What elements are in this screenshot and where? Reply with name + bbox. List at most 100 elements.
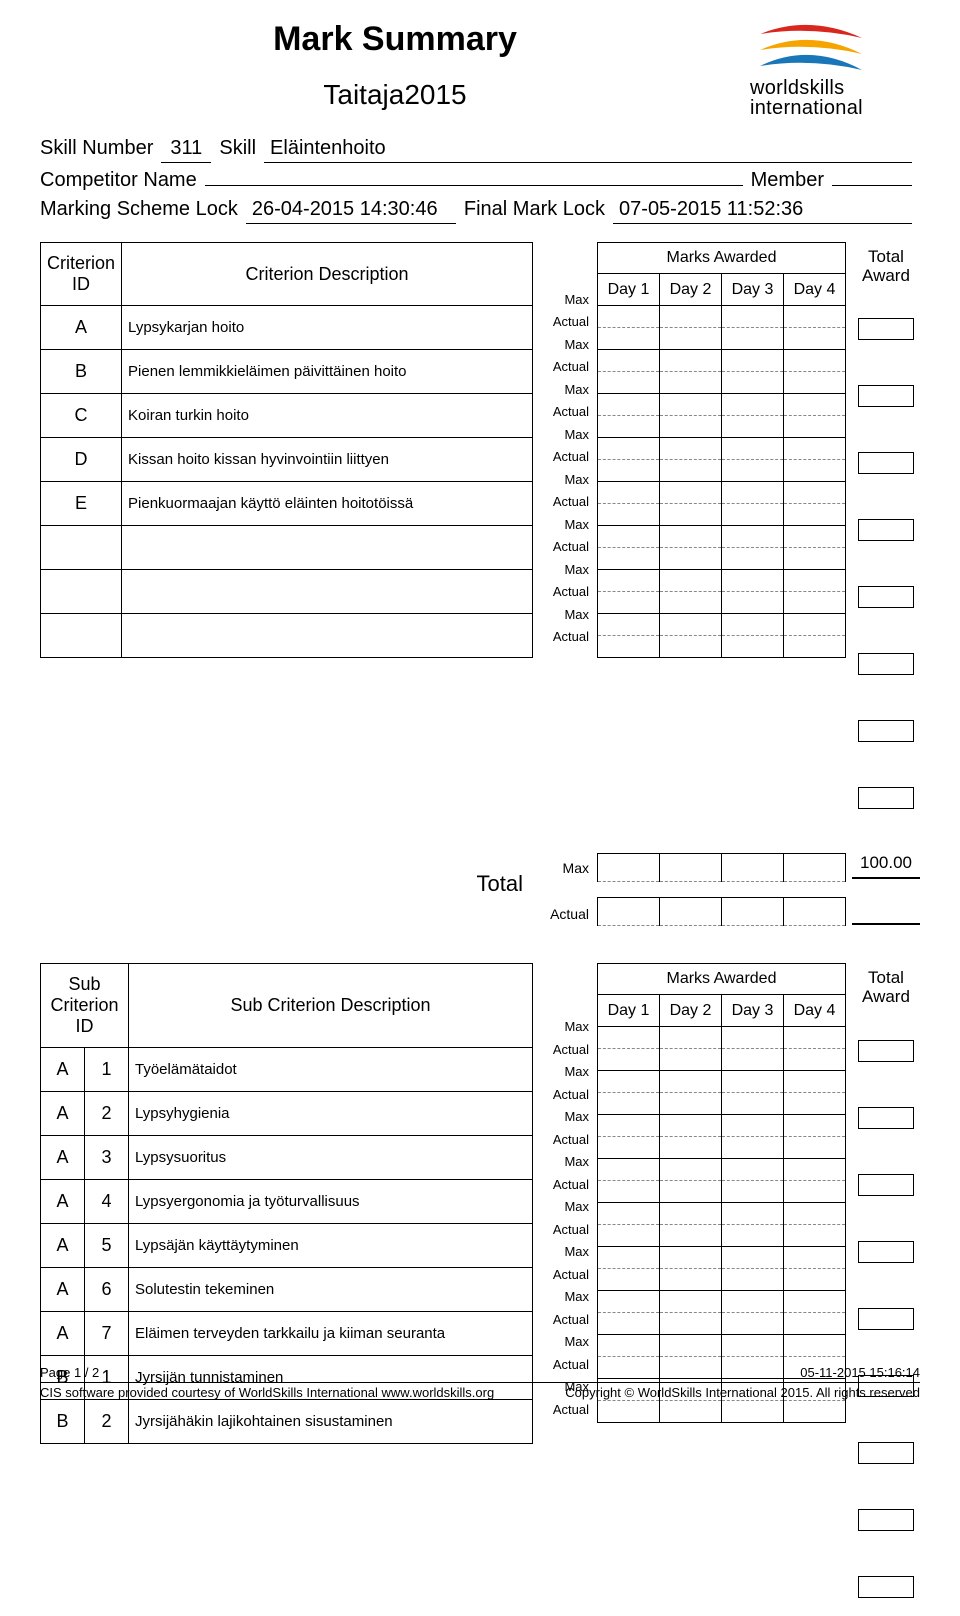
award-box — [858, 1308, 914, 1330]
award-box — [858, 1576, 914, 1598]
actual-label: Actual — [539, 1173, 591, 1196]
actual-label: Actual — [539, 446, 591, 469]
criterion-row: BPienen lemmikkieläimen päivittäinen hoi… — [41, 350, 533, 394]
sub-criterion-row: A7Eläimen terveyden tarkkailu ja kiiman … — [41, 1312, 533, 1356]
criterion-desc: Kissan hoito kissan hyvinvointiin liitty… — [122, 438, 533, 482]
competitor-line: Competitor Name Member — [40, 169, 920, 192]
sub-criterion-row: A6Solutestin tekeminen — [41, 1268, 533, 1312]
criterion-row — [41, 570, 533, 614]
criterion-row: EPienkuormaajan käyttö eläinten hoitotöi… — [41, 482, 533, 526]
actual-label: Actual — [539, 356, 591, 379]
sub-criterion-number: 3 — [85, 1136, 129, 1180]
member-label: Member — [751, 169, 824, 192]
max-label: Max — [539, 1330, 591, 1353]
sub-criterion-row: A3Lypsysuoritus — [41, 1136, 533, 1180]
sub-criterion-id-header: Sub Criterion ID — [41, 964, 129, 1048]
award-box — [858, 1107, 914, 1129]
award-box — [858, 1509, 914, 1531]
sub-criterion-letter: B — [41, 1400, 85, 1444]
marking-lock-value: 26-04-2015 14:30:46 — [246, 198, 456, 224]
competitor-name-label: Competitor Name — [40, 169, 197, 192]
max-label: Max — [539, 468, 591, 491]
sub-criterion-desc-header: Sub Criterion Description — [129, 964, 533, 1048]
total-actual-label: Actual — [539, 899, 591, 929]
sub-criterion-letter: A — [41, 1136, 85, 1180]
skill-number-label: Skill Number — [40, 137, 153, 160]
sub-criterion-desc: Lypsyhygienia — [129, 1092, 533, 1136]
sub-criterion-desc: Lypsyergonomia ja työturvallisuus — [129, 1180, 533, 1224]
criterion-desc: Pienen lemmikkieläimen päivittäinen hoit… — [122, 350, 533, 394]
actual-label: Actual — [539, 626, 591, 649]
award-box — [858, 519, 914, 541]
day-header: Day 2 — [660, 274, 722, 306]
total-actual-value — [852, 905, 920, 925]
sub-marks-awarded-table: Marks Awarded Day 1Day 2Day 3Day 4 — [597, 963, 846, 1423]
award-box — [858, 1241, 914, 1263]
day-header: Day 3 — [722, 274, 784, 306]
criterion-row: ALypsykarjan hoito — [41, 306, 533, 350]
criterion-id — [41, 614, 122, 658]
marks-awarded-header: Marks Awarded — [598, 243, 846, 274]
criterion-id-header: Criterion ID — [41, 243, 122, 306]
actual-label: Actual — [539, 1308, 591, 1331]
actual-label: Actual — [539, 311, 591, 334]
actual-label: Actual — [539, 536, 591, 559]
criterion-desc — [122, 570, 533, 614]
day-header: Day 1 — [598, 995, 660, 1027]
sub-marks-awarded-header: Marks Awarded — [598, 964, 846, 995]
day-header: Day 3 — [722, 995, 784, 1027]
max-label: Max — [539, 1240, 591, 1263]
actual-label: Actual — [539, 1083, 591, 1106]
event-name: Taitaja2015 — [40, 79, 750, 111]
sub-criterion-row: A4Lypsyergonomia ja työturvallisuus — [41, 1180, 533, 1224]
max-label: Max — [539, 423, 591, 446]
sub-criterion-number: 2 — [85, 1092, 129, 1136]
sub-criterion-desc: Eläimen terveyden tarkkailu ja kiiman se… — [129, 1312, 533, 1356]
marking-lock-label: Marking Scheme Lock — [40, 198, 238, 221]
footer-page: Page 1 / 2 — [40, 1365, 99, 1380]
criterion-row: DKissan hoito kissan hyvinvointiin liitt… — [41, 438, 533, 482]
award-box — [858, 318, 914, 340]
criterion-desc — [122, 614, 533, 658]
sub-criterion-row: A1Työelämätaidot — [41, 1048, 533, 1092]
criterion-row — [41, 614, 533, 658]
final-lock-label: Final Mark Lock — [464, 198, 605, 221]
day-header: Day 2 — [660, 995, 722, 1027]
criterion-row — [41, 526, 533, 570]
sub-criterion-desc: Lypsäjän käyttäytyminen — [129, 1224, 533, 1268]
award-box — [858, 1442, 914, 1464]
footer-timestamp: 05-11-2015 15:16:14 — [800, 1365, 920, 1380]
sub-criterion-desc: Jyrsijähäkin lajikohtainen sisustaminen — [129, 1400, 533, 1444]
skill-value: Eläintenhoito — [264, 137, 912, 163]
sub-criterion-letter: A — [41, 1048, 85, 1092]
sub-criterion-number: 2 — [85, 1400, 129, 1444]
sub-criterion-desc: Työelämätaidot — [129, 1048, 533, 1092]
total-max-value: 100.00 — [852, 853, 920, 879]
sub-criterion-letter: A — [41, 1224, 85, 1268]
criterion-desc: Lypsykarjan hoito — [122, 306, 533, 350]
sub-criterion-letter: A — [41, 1268, 85, 1312]
sub-criterion-row: A2Lypsyhygienia — [41, 1092, 533, 1136]
worldskills-logo: worldskills international — [750, 20, 920, 118]
sub-criterion-desc: Lypsysuoritus — [129, 1136, 533, 1180]
max-label: Max — [539, 1150, 591, 1173]
actual-label: Actual — [539, 1128, 591, 1151]
sub-criterion-number: 4 — [85, 1180, 129, 1224]
criterion-id: E — [41, 482, 122, 526]
footer-copyright: Copyright © WorldSkills International 20… — [565, 1385, 920, 1400]
criterion-row: CKoiran turkin hoito — [41, 394, 533, 438]
sub-criterion-row: A5Lypsäjän käyttäytyminen — [41, 1224, 533, 1268]
award-box — [858, 1040, 914, 1062]
award-box — [858, 720, 914, 742]
total-award-header: Total Award — [852, 242, 920, 291]
max-label: Max — [539, 1285, 591, 1308]
skill-number-value: 311 — [161, 137, 211, 163]
award-box — [858, 452, 914, 474]
actual-label: Actual — [539, 401, 591, 424]
max-label: Max — [539, 1195, 591, 1218]
max-label: Max — [539, 603, 591, 626]
max-label: Max — [539, 378, 591, 401]
criterion-id — [41, 526, 122, 570]
sub-criterion-row: B2Jyrsijähäkin lajikohtainen sisustamine… — [41, 1400, 533, 1444]
criterion-id: D — [41, 438, 122, 482]
